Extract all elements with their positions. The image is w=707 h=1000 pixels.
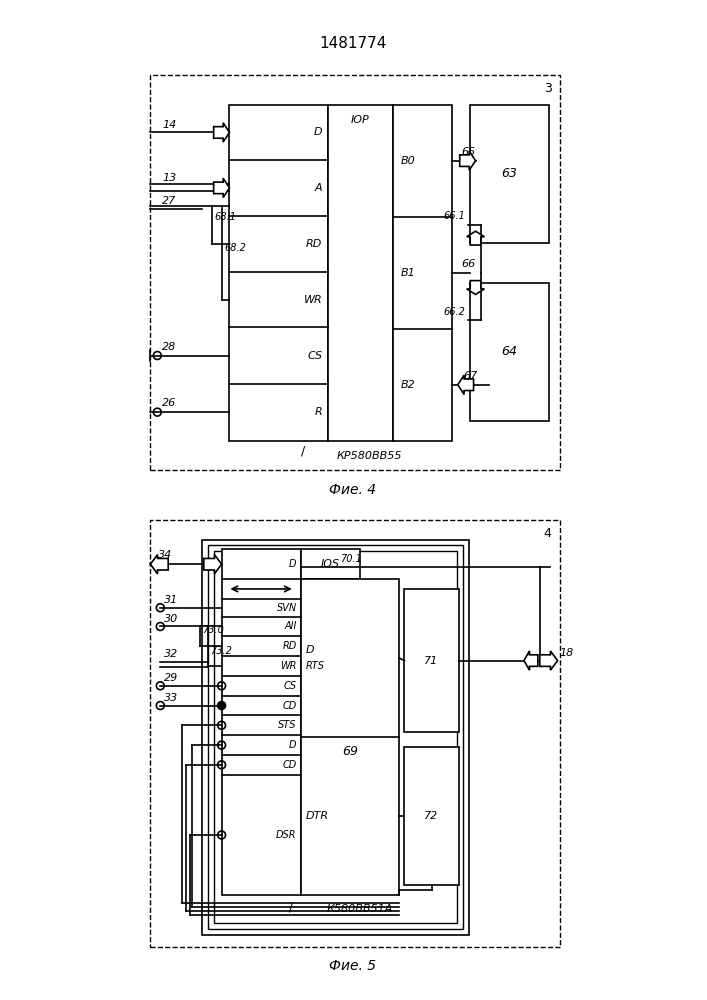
Polygon shape	[214, 178, 230, 198]
Text: B1: B1	[400, 268, 415, 278]
Text: B0: B0	[400, 156, 415, 166]
Text: 1481774: 1481774	[320, 36, 387, 51]
Text: 70.1: 70.1	[340, 554, 362, 564]
Circle shape	[218, 702, 226, 710]
Bar	[151, 75, 559, 470]
Text: R: R	[315, 407, 322, 417]
Text: SVN: SVN	[276, 603, 297, 613]
Text: D: D	[289, 740, 297, 750]
Text: 66.2: 66.2	[444, 307, 466, 317]
Polygon shape	[467, 231, 484, 245]
Text: 64: 64	[501, 345, 517, 358]
Text: 32: 32	[164, 649, 178, 659]
Text: 65: 65	[462, 147, 476, 157]
Text: STS: STS	[278, 720, 297, 730]
Text: 28: 28	[163, 342, 177, 352]
Text: RTS: RTS	[305, 661, 325, 671]
Bar	[221, 549, 300, 895]
Bar	[328, 105, 392, 441]
Bar	[404, 589, 459, 732]
Text: 29: 29	[164, 673, 178, 683]
Text: 68.1: 68.1	[215, 212, 237, 222]
Text: AII: AII	[284, 621, 297, 631]
Text: 3: 3	[544, 82, 551, 95]
Text: D: D	[305, 645, 314, 655]
Text: 71: 71	[424, 656, 439, 666]
Text: 26: 26	[163, 398, 177, 408]
Text: 4: 4	[544, 527, 551, 540]
Polygon shape	[457, 375, 474, 394]
Bar	[201, 540, 469, 935]
Text: 73.2: 73.2	[210, 646, 232, 656]
Bar	[392, 105, 452, 441]
Text: 30: 30	[164, 614, 178, 624]
Text: RD: RD	[282, 641, 297, 651]
Text: 68.2: 68.2	[225, 243, 247, 253]
Polygon shape	[204, 555, 221, 574]
Text: CD: CD	[282, 760, 297, 770]
Text: 66: 66	[462, 259, 476, 269]
Polygon shape	[467, 281, 484, 294]
Text: 66.1: 66.1	[444, 211, 466, 221]
Bar	[300, 549, 360, 579]
Text: 72: 72	[424, 811, 439, 821]
Text: /: /	[288, 901, 293, 914]
Polygon shape	[151, 555, 168, 574]
Text: К580ВВ51А: К580ВВ51А	[327, 904, 393, 914]
Text: D: D	[289, 559, 297, 569]
Text: CS: CS	[284, 681, 297, 691]
Bar	[230, 105, 328, 441]
Text: CD: CD	[282, 701, 297, 711]
Text: 27: 27	[163, 196, 177, 206]
Polygon shape	[214, 123, 230, 142]
Text: IOS: IOS	[321, 559, 340, 569]
Text: D: D	[314, 127, 322, 137]
Text: 13: 13	[163, 173, 177, 183]
Text: A: A	[315, 183, 322, 193]
Text: IOP: IOP	[351, 115, 370, 125]
Text: DSR: DSR	[276, 830, 297, 840]
Text: WR: WR	[303, 295, 322, 305]
Bar	[151, 520, 559, 947]
Bar	[208, 545, 462, 929]
Text: /: /	[301, 444, 305, 457]
Text: КР580ВВ55: КР580ВВ55	[337, 451, 402, 461]
Text: 33: 33	[164, 693, 178, 703]
Text: Фие. 5: Фие. 5	[329, 959, 377, 973]
Bar	[469, 105, 549, 243]
Text: DTR: DTR	[305, 811, 329, 821]
Bar	[300, 579, 399, 895]
Text: 31: 31	[164, 595, 178, 605]
Text: 14: 14	[163, 120, 177, 130]
Text: 63: 63	[501, 167, 517, 180]
Text: RD: RD	[306, 239, 322, 249]
Polygon shape	[460, 151, 476, 170]
Text: B2: B2	[400, 380, 415, 390]
Bar	[469, 283, 549, 421]
Text: 18: 18	[559, 648, 574, 658]
Text: 67: 67	[464, 371, 478, 381]
Text: Фие. 4: Фие. 4	[329, 483, 377, 497]
Bar	[404, 747, 459, 885]
Text: WR: WR	[280, 661, 297, 671]
Text: 34: 34	[158, 550, 173, 560]
Bar	[214, 551, 457, 923]
Polygon shape	[539, 651, 558, 670]
Polygon shape	[524, 651, 538, 670]
Text: 69: 69	[342, 745, 358, 758]
Text: 73.0: 73.0	[201, 625, 223, 635]
Text: CS: CS	[308, 351, 322, 361]
